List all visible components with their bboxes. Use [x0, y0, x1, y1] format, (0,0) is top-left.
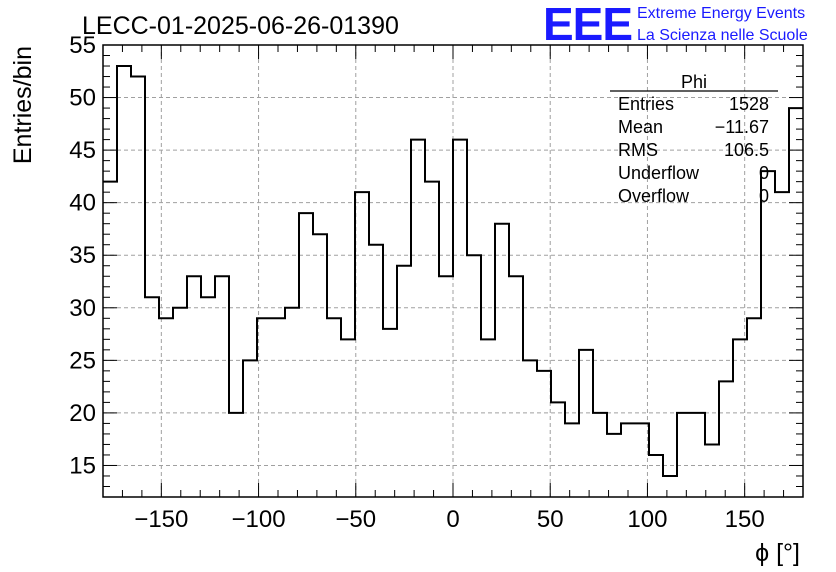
histogram-bin: [691, 413, 705, 497]
histogram-bin: [677, 413, 691, 497]
stats-row-value: 1528: [729, 94, 769, 114]
histogram-bin: [117, 66, 131, 497]
histogram-bin: [327, 318, 341, 497]
histogram-bin: [579, 350, 593, 497]
histogram-bin: [593, 413, 607, 497]
y-tick-label: 20: [69, 400, 96, 427]
histogram-bin: [509, 276, 523, 497]
chart-title: LECC-01-2025-06-26-01390: [82, 12, 399, 40]
stats-row-value: −11.67: [715, 117, 769, 137]
y-tick-label: 35: [69, 242, 96, 269]
histogram-bin: [439, 276, 453, 497]
branding-line-2: La Scienza nelle Scuole: [637, 27, 808, 44]
histogram-bin: [271, 318, 285, 497]
x-tick-label: 100: [627, 506, 667, 533]
histogram-bin: [313, 234, 327, 497]
histogram-bin: [173, 308, 187, 497]
histogram-bin: [523, 360, 537, 497]
y-tick-label: 45: [69, 137, 96, 164]
eee-logo: EEE: [543, 0, 632, 50]
stats-row-value: 0: [759, 186, 769, 206]
histogram-bin: [481, 339, 495, 497]
stats-row-label: Overflow: [618, 186, 690, 206]
histogram-bin: [705, 444, 719, 497]
histogram-bin: [663, 476, 677, 497]
histogram-bin: [789, 108, 803, 497]
histogram-bin: [383, 329, 397, 497]
histogram-bin: [453, 140, 467, 497]
y-axis-label: Entries/bin: [9, 46, 37, 164]
histogram-bin: [425, 182, 439, 497]
x-axis-ticks: [102, 45, 804, 497]
y-tick-labels: 15 20 25 30 35 40 45 50 55: [69, 32, 96, 479]
histogram-bin: [411, 140, 425, 497]
stats-row-label: Underflow: [618, 163, 700, 183]
histogram-bin: [299, 213, 313, 497]
stats-row-label: Mean: [618, 117, 663, 137]
histogram-bin: [369, 245, 383, 497]
histogram-bin: [243, 360, 257, 497]
histogram-bin: [159, 318, 173, 497]
histogram-bin: [341, 339, 355, 497]
stats-box: Phi Entries 1528 Mean −11.67 RMS 106.5 Underfl…: [610, 72, 778, 206]
stats-row-value: 0: [759, 163, 769, 183]
histogram-bin: [635, 423, 649, 497]
histogram-bin: [257, 318, 271, 497]
x-tick-label: 0: [446, 506, 459, 533]
stats-box-title: Phi: [681, 72, 707, 92]
histogram-bin: [131, 77, 145, 497]
branding-line-1: Extreme Energy Events: [637, 5, 805, 22]
histogram-bin: [215, 276, 229, 497]
histogram-bin: [187, 276, 201, 497]
y-tick-label: 50: [69, 85, 96, 112]
histogram-bin: [551, 402, 565, 497]
histogram-bin: [719, 381, 733, 497]
histogram-bin: [761, 171, 775, 497]
y-tick-label: 40: [69, 190, 96, 217]
x-tick-label: −150: [134, 506, 188, 533]
histogram-bin: [775, 192, 789, 497]
histogram-bin: [355, 192, 369, 497]
histogram-bin: [607, 434, 621, 497]
y-axis-ticks: [103, 44, 803, 487]
x-tick-label: 150: [725, 506, 765, 533]
stats-row-value: 106.5: [724, 140, 769, 160]
y-tick-label: 15: [69, 452, 96, 479]
histogram-bin: [621, 423, 635, 497]
histogram-bin: [285, 308, 299, 497]
histogram-step-line: [103, 65, 803, 477]
x-tick-label: −50: [335, 506, 376, 533]
stats-row-label: RMS: [618, 140, 658, 160]
histogram-bin: [467, 255, 481, 497]
histogram-bin: [397, 266, 411, 497]
histogram-bin: [229, 413, 243, 497]
y-tick-label: 30: [69, 295, 96, 322]
x-axis-label: ϕ [°]: [755, 539, 800, 567]
histogram-bin: [145, 297, 159, 497]
histogram-series: [103, 65, 803, 497]
histogram-bin: [733, 339, 747, 497]
histogram-bin: [649, 455, 663, 497]
x-tick-label: −100: [232, 506, 286, 533]
histogram-bin: [537, 371, 551, 497]
histogram-bin: [201, 297, 215, 497]
histogram-bin: [565, 423, 579, 497]
histogram-bin: [747, 318, 761, 497]
eee-branding: EEE Extreme Energy Events La Scienza nel…: [543, 0, 808, 50]
histogram-bin: [495, 224, 509, 497]
y-tick-label: 55: [69, 32, 96, 59]
x-tick-label: 50: [537, 506, 564, 533]
x-tick-labels: −150 −100 −50 0 50 100 150: [134, 506, 764, 533]
stats-row-label: Entries: [618, 94, 674, 114]
y-tick-label: 25: [69, 347, 96, 374]
